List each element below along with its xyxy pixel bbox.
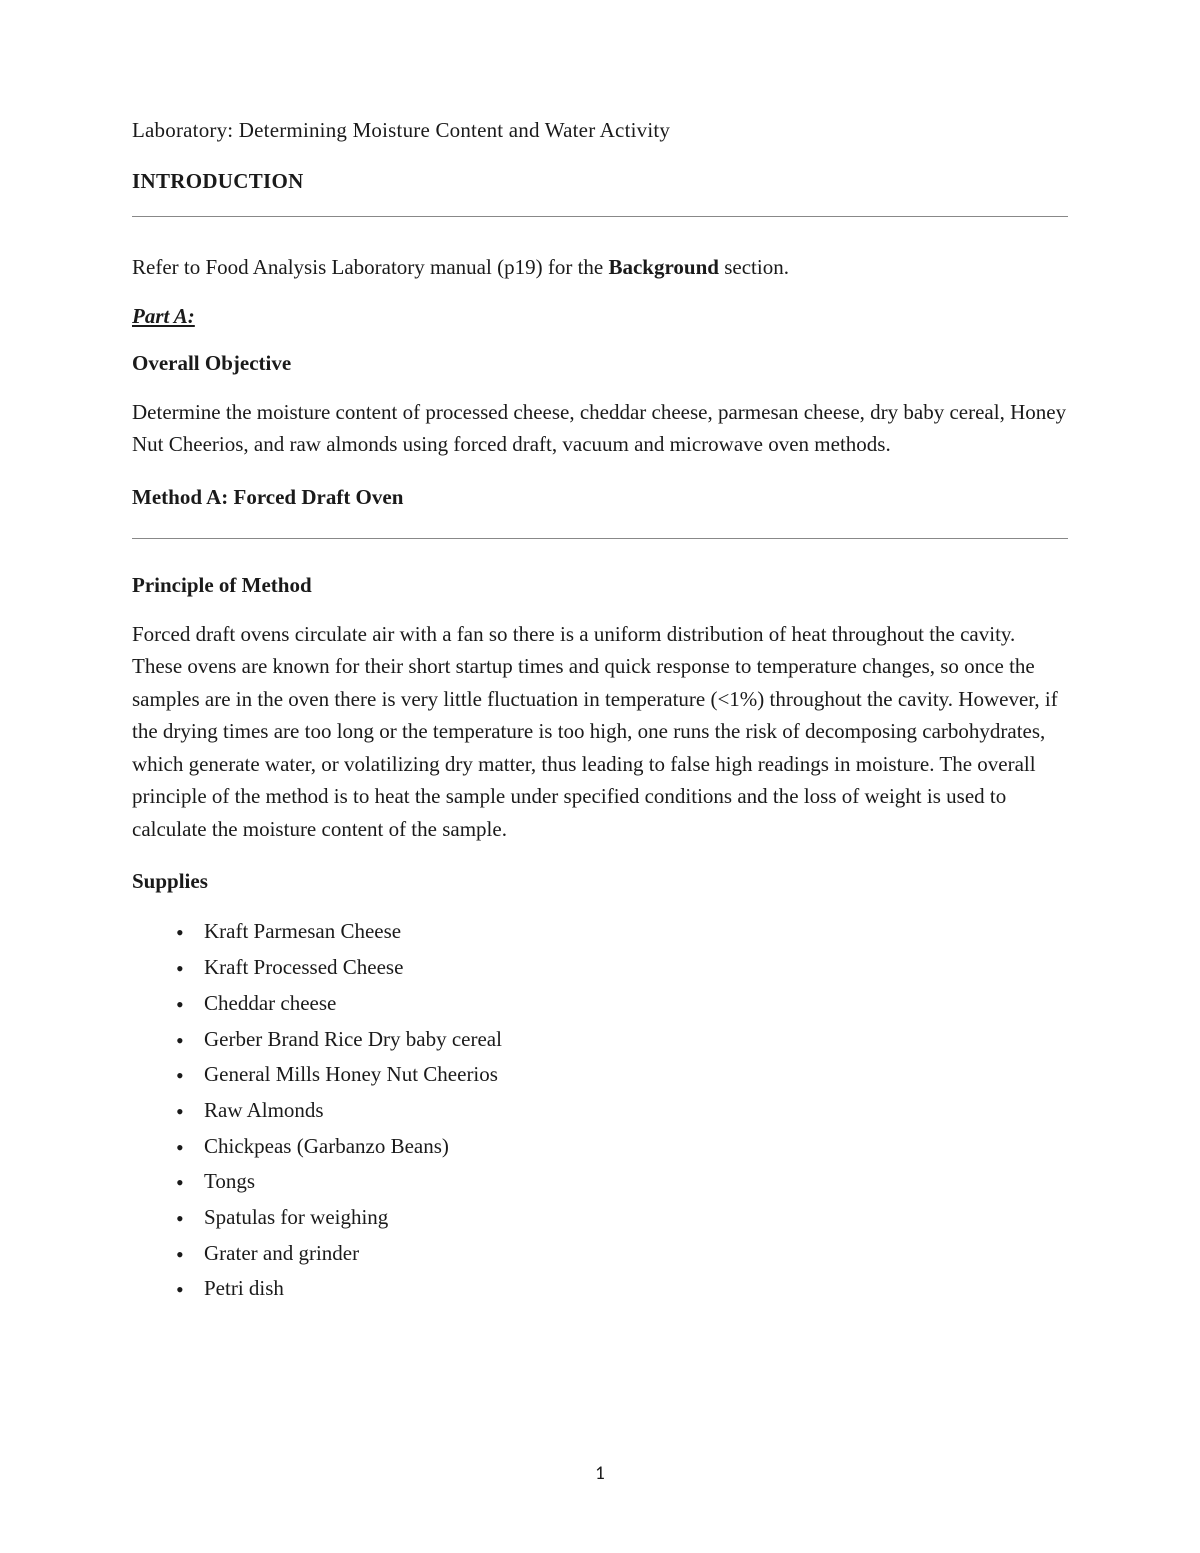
list-item: Tongs <box>176 1164 1068 1200</box>
list-item: Spatulas for weighing <box>176 1200 1068 1236</box>
list-item: Kraft Parmesan Cheese <box>176 914 1068 950</box>
list-item: General Mills Honey Nut Cheerios <box>176 1057 1068 1093</box>
part-a-heading: Part A: <box>132 304 1068 329</box>
overall-objective-heading: Overall Objective <box>132 351 1068 376</box>
method-a-heading: Method A: Forced Draft Oven <box>132 485 1068 510</box>
introduction-heading: INTRODUCTION <box>132 169 1068 194</box>
list-item: Gerber Brand Rice Dry baby cereal <box>176 1022 1068 1058</box>
supplies-heading: Supplies <box>132 869 1068 894</box>
list-item: Chickpeas (Garbanzo Beans) <box>176 1129 1068 1165</box>
list-item: Kraft Processed Cheese <box>176 950 1068 986</box>
list-item: Grater and grinder <box>176 1236 1068 1272</box>
intro-bold-word: Background <box>608 255 719 279</box>
page-number: 1 <box>0 1462 1200 1485</box>
list-item: Petri dish <box>176 1271 1068 1307</box>
principle-text: Forced draft ovens circulate air with a … <box>132 618 1068 846</box>
document-title: Laboratory: Determining Moisture Content… <box>132 118 1068 143</box>
divider-line <box>132 216 1068 217</box>
intro-suffix: section. <box>719 255 789 279</box>
list-item: Cheddar cheese <box>176 986 1068 1022</box>
principle-heading: Principle of Method <box>132 573 1068 598</box>
divider-line <box>132 538 1068 539</box>
document-page: Laboratory: Determining Moisture Content… <box>0 0 1200 1553</box>
overall-objective-text: Determine the moisture content of proces… <box>132 396 1068 461</box>
list-item: Raw Almonds <box>176 1093 1068 1129</box>
supplies-list: Kraft Parmesan Cheese Kraft Processed Ch… <box>176 914 1068 1307</box>
intro-prefix: Refer to Food Analysis Laboratory manual… <box>132 255 608 279</box>
intro-reference-line: Refer to Food Analysis Laboratory manual… <box>132 251 1068 284</box>
